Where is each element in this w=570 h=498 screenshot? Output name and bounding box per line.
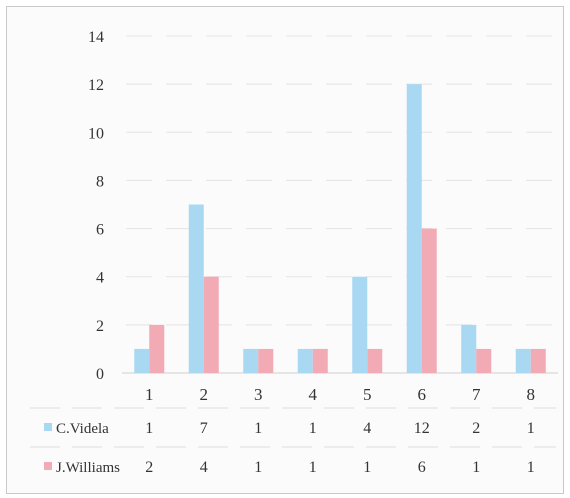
- bar-williams: [530, 348, 546, 373]
- table-cell: 1: [145, 420, 153, 437]
- bar-williams: [203, 276, 219, 373]
- table-cell: 4: [200, 459, 208, 476]
- table-cell: 7: [200, 420, 208, 437]
- bar-videla: [188, 204, 204, 373]
- bar-videla: [461, 324, 477, 373]
- x-category-label: 4: [309, 385, 318, 404]
- table-cell: 1: [254, 459, 262, 476]
- legend-swatch: [44, 462, 52, 470]
- bar-williams: [476, 348, 492, 373]
- y-tick-label: 10: [88, 125, 104, 142]
- x-category-label: 2: [200, 385, 209, 404]
- y-tick-label: 8: [96, 173, 104, 190]
- x-category-label: 1: [145, 385, 154, 404]
- bar-williams: [367, 348, 383, 373]
- table-cell: 1: [309, 459, 317, 476]
- table-cell: 1: [472, 459, 480, 476]
- table-cell: 2: [472, 420, 480, 437]
- bar-williams: [258, 348, 274, 373]
- x-category-label: 5: [363, 385, 372, 404]
- bar-videla: [134, 348, 150, 373]
- legend-swatch: [44, 423, 52, 431]
- table-cell: 1: [527, 420, 535, 437]
- y-tick-label: 0: [96, 366, 104, 383]
- bar-williams: [149, 324, 165, 373]
- bar-videla: [406, 84, 422, 374]
- bar-videla: [243, 348, 259, 373]
- x-category-label: 3: [254, 385, 263, 404]
- y-tick-label: 2: [96, 318, 104, 335]
- y-tick-label: 4: [96, 270, 104, 287]
- table-cell: 1: [309, 420, 317, 437]
- table-cell: 1: [527, 459, 535, 476]
- table-cell: 1: [363, 459, 371, 476]
- x-category-label: 8: [527, 385, 536, 404]
- bar-williams: [312, 348, 328, 373]
- table-cell: 12: [414, 420, 430, 437]
- chart-frame: [6, 6, 564, 494]
- table-cell: 2: [145, 459, 153, 476]
- bar-videla: [297, 348, 313, 373]
- x-category-label: 7: [472, 385, 481, 404]
- y-tick-label: 14: [88, 29, 104, 46]
- y-tick-label: 12: [88, 77, 104, 94]
- legend-label: C.Videla: [56, 421, 109, 437]
- table-cell: 1: [254, 420, 262, 437]
- bar-videla: [515, 348, 531, 373]
- legend-label: J.Williams: [56, 460, 120, 476]
- table-cell: 4: [363, 420, 371, 437]
- bar-videla: [352, 276, 368, 373]
- table-cell: 6: [418, 459, 426, 476]
- bar-williams: [421, 228, 437, 373]
- y-tick-label: 6: [96, 222, 104, 239]
- x-category-label: 6: [418, 385, 427, 404]
